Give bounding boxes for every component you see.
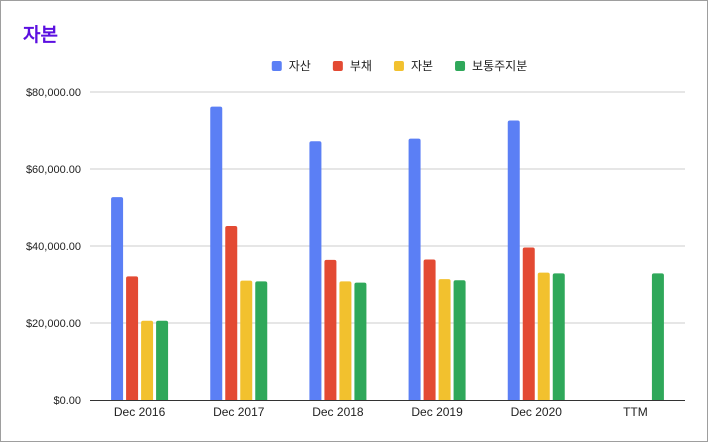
bar-4-4 (453, 280, 466, 400)
legend-swatch (393, 61, 404, 71)
bars (111, 106, 664, 401)
bar-3-1 (141, 320, 154, 400)
x-tick-label: TTM (623, 405, 648, 419)
bar-4-3 (354, 282, 367, 400)
bar-2-3 (324, 259, 337, 400)
y-tick-label: $60,000.00 (26, 164, 81, 176)
bar-1-1 (111, 197, 124, 400)
x-tick-label: Dec 2016 (114, 405, 166, 419)
x-tick-label: Dec 2019 (411, 405, 463, 419)
legend-label: 보통주지분 (472, 59, 527, 73)
bar-1-5 (507, 120, 520, 401)
legend-swatch (332, 61, 343, 71)
legend-swatch (455, 61, 466, 71)
bar-2-1 (126, 276, 139, 400)
bar-4-1 (156, 320, 169, 400)
legend-label: 부채 (350, 59, 372, 73)
y-tick-label: $80,000.00 (26, 87, 81, 99)
bar-2-5 (522, 247, 535, 400)
bar-3-4 (438, 279, 451, 400)
x-tick-label: Dec 2020 (511, 405, 563, 419)
bar-3-3 (339, 281, 352, 400)
x-tick-label: Dec 2018 (312, 405, 364, 419)
bar-4-6 (651, 273, 664, 400)
bar-3-5 (537, 272, 550, 400)
gridlines (90, 91, 685, 324)
y-tick-label: $40,000.00 (26, 241, 81, 253)
x-axis-ticks: Dec 2016 Dec 2017 Dec 2018 Dec 2019 Dec 2020… (114, 405, 648, 419)
bar-2-2 (225, 225, 238, 400)
bar-1-2 (210, 106, 223, 400)
bar-1-4 (408, 138, 421, 400)
x-tick-label: Dec 2017 (213, 405, 265, 419)
legend-label: 자본 (411, 59, 433, 73)
bar-1-3 (309, 141, 322, 400)
bar-4-5 (552, 273, 565, 400)
legend: 자산 부채 자본 보통주지분 (271, 59, 527, 73)
legend-label: 자산 (289, 59, 311, 73)
legend-swatch (271, 61, 282, 71)
y-tick-label: $20,000.00 (26, 318, 81, 330)
y-tick-label: $0.00 (53, 395, 81, 407)
chart-title: 자본 (23, 24, 58, 46)
bar-3-2 (240, 280, 253, 400)
y-axis-ticks: $0.00 $20,000.00 $40,000.00 $60,000.00 $80,0… (26, 87, 81, 407)
bar-2-4 (423, 259, 436, 400)
bar-4-2 (255, 281, 268, 400)
